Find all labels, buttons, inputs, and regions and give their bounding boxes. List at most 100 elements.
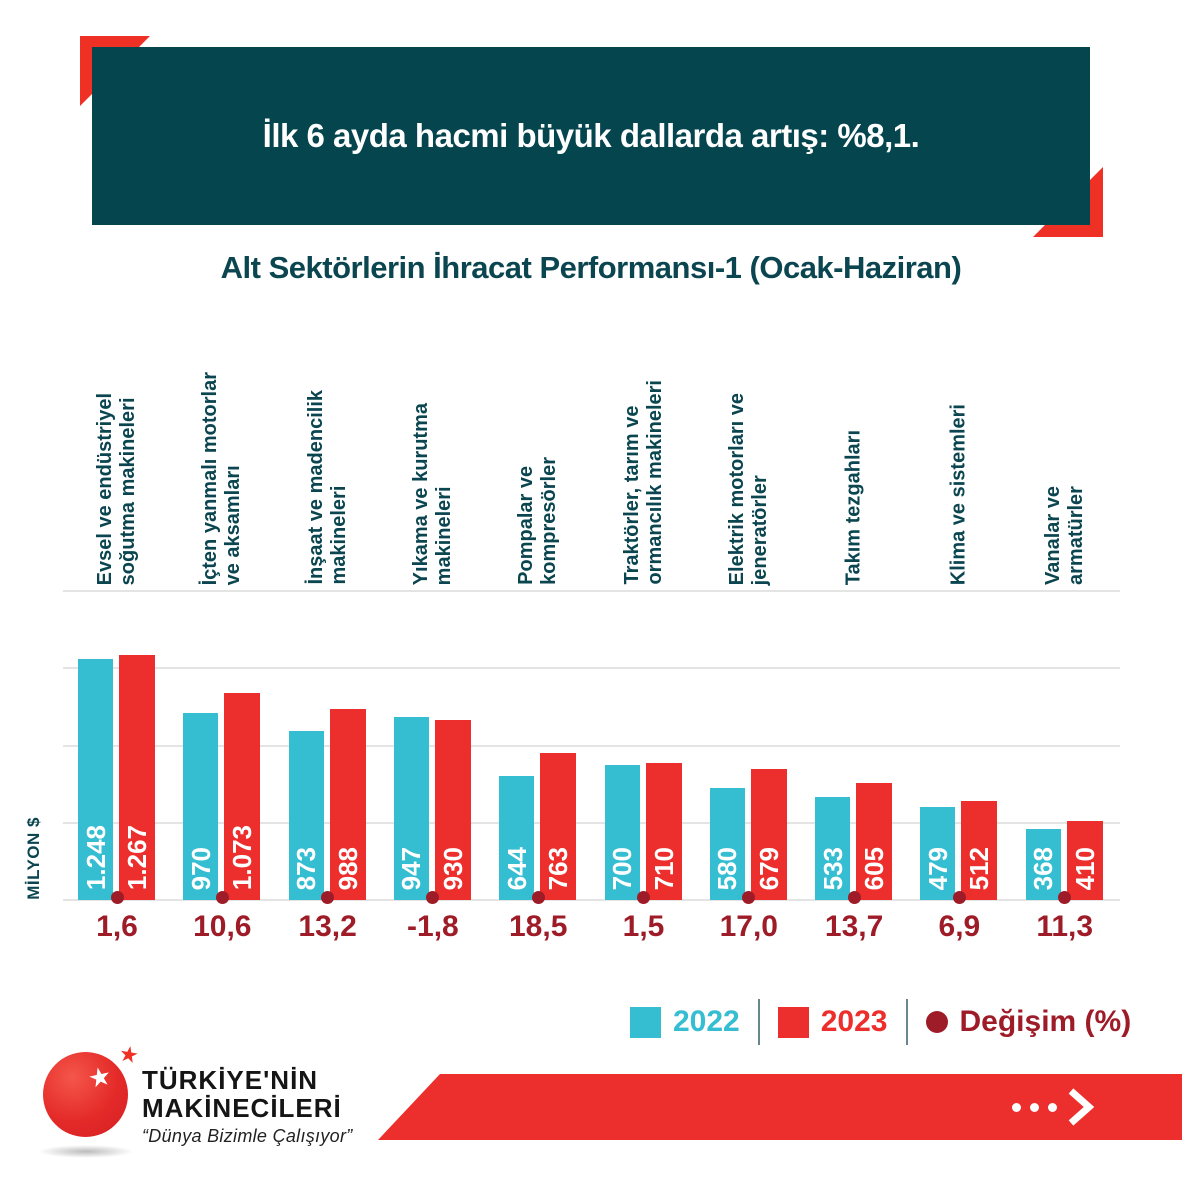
brand-name-line2: MAKİNECİLERİ bbox=[142, 1093, 342, 1123]
bar-value-label: 1.073 bbox=[227, 824, 258, 890]
bar-2022: 873 bbox=[288, 731, 324, 900]
gridline bbox=[63, 744, 1120, 747]
change-dot-icon bbox=[1058, 890, 1072, 904]
legend-label-2023: 2023 bbox=[820, 1005, 888, 1038]
bar-value-label: 1.248 bbox=[80, 824, 111, 890]
bar-2022: 970 bbox=[183, 713, 219, 900]
change-percent-label: 11,3 bbox=[1036, 910, 1094, 943]
bar-value-label: 479 bbox=[922, 846, 953, 890]
bar-2023: 1.267 bbox=[119, 655, 155, 900]
bar-value-label: 700 bbox=[607, 846, 637, 890]
category-label: İnşaat ve madencilik makineleri bbox=[304, 390, 350, 585]
bar-2022: 644 bbox=[499, 776, 535, 900]
bar-2022: 479 bbox=[920, 807, 956, 900]
bar-value-label: 873 bbox=[291, 846, 322, 890]
legend-dot-change-icon bbox=[925, 1011, 948, 1033]
legend-swatch-2023 bbox=[777, 1006, 809, 1038]
legend-label-change: Değişim (%) bbox=[959, 1005, 1132, 1038]
more-arrow-button[interactable] bbox=[1012, 1074, 1094, 1140]
gridline bbox=[63, 590, 1120, 592]
bar-value-label: 533 bbox=[817, 846, 848, 890]
bar-value-label: 605 bbox=[859, 846, 890, 890]
bar-2023: 410 bbox=[1066, 821, 1103, 900]
bar-value-label: 644 bbox=[501, 846, 532, 890]
change-dot-icon bbox=[847, 890, 861, 904]
bar-value-label: 710 bbox=[648, 846, 679, 890]
chevron-right-icon bbox=[1068, 1088, 1094, 1126]
dot-icon bbox=[1012, 1102, 1021, 1112]
bar-value-label: 512 bbox=[964, 846, 995, 890]
bar-value-label: 970 bbox=[185, 846, 216, 890]
chart-title: Alt Sektörlerin İhracat Performansı-1 (O… bbox=[220, 250, 962, 285]
bar-2023: 605 bbox=[856, 783, 893, 900]
y-axis-label: MİLYON $ bbox=[24, 817, 43, 900]
legend-item-2023: 2023 bbox=[777, 1005, 888, 1039]
category-label: Elektrik motorları ve jeneratörler bbox=[725, 392, 771, 585]
category-label: Evsel ve endüstriyel soğutma makineleri bbox=[94, 392, 139, 585]
bar-2023: 679 bbox=[750, 769, 787, 900]
change-percent-label: 10,6 bbox=[193, 910, 252, 943]
change-percent-label: 1,6 bbox=[96, 910, 138, 943]
logo-shadow bbox=[38, 1145, 134, 1158]
change-percent-label: 13,7 bbox=[824, 910, 884, 943]
legend-swatch-2022 bbox=[630, 1006, 661, 1038]
change-dot-icon bbox=[742, 890, 756, 904]
header-title: İlk 6 ayda hacmi büyük dallarda artış: %… bbox=[262, 117, 920, 154]
change-dot-icon bbox=[426, 890, 440, 904]
bar-2022: 947 bbox=[393, 717, 429, 900]
change-dot-icon bbox=[321, 890, 335, 904]
brand-name-line1: TÜRKİYE'NİN bbox=[142, 1065, 319, 1095]
legend-item-2022: 2022 bbox=[630, 1005, 740, 1039]
category-label: İçten yanmalı motorlar ve aksamları bbox=[199, 371, 245, 585]
bar-value-label: 1.267 bbox=[122, 824, 152, 890]
dot-icon bbox=[1030, 1102, 1039, 1112]
gridline bbox=[63, 667, 1120, 670]
change-dot-icon bbox=[215, 890, 229, 904]
category-label: Yıkama ve kurutma makineleri bbox=[409, 402, 455, 585]
brand-tagline: “Dünya Bizimle Çalışıyor” bbox=[142, 1126, 353, 1146]
change-dot-icon bbox=[110, 890, 124, 904]
change-dot-icon bbox=[952, 890, 966, 904]
bar-value-label: 988 bbox=[332, 846, 363, 890]
gridline bbox=[63, 899, 1120, 901]
bar-value-label: 580 bbox=[712, 846, 743, 890]
bar-2022: 700 bbox=[604, 765, 640, 900]
bar-2023: 988 bbox=[329, 709, 366, 900]
bar-2022: 533 bbox=[815, 797, 851, 900]
header-banner: İlk 6 ayda hacmi büyük dallarda artış: %… bbox=[92, 47, 1090, 225]
change-percent-label: -1,8 bbox=[407, 910, 459, 943]
bar-2023: 512 bbox=[961, 801, 998, 900]
star-icon: ★ bbox=[117, 1040, 141, 1069]
brand-logo-sphere bbox=[43, 1052, 128, 1137]
dot-icon bbox=[1048, 1102, 1057, 1112]
chart-legend: 2022 2023 Değişim (%) bbox=[630, 998, 1131, 1046]
change-percent-label: 1,5 bbox=[622, 910, 665, 943]
brand-text: TÜRKİYE'NİN MAKİNECİLERİ “Dünya Bizimle … bbox=[142, 1066, 353, 1147]
bar-value-label: 368 bbox=[1028, 846, 1059, 890]
bar-value-label: 763 bbox=[543, 846, 574, 890]
bar-2023: 763 bbox=[540, 753, 577, 900]
change-dot-icon bbox=[531, 890, 545, 904]
change-percent-label: 6,9 bbox=[938, 910, 981, 943]
bar-value-label: 679 bbox=[753, 846, 784, 890]
legend-label-2022: 2022 bbox=[673, 1005, 740, 1038]
change-percent-label: 18,5 bbox=[508, 910, 568, 943]
bar-2022: 1.248 bbox=[78, 659, 113, 900]
legend-divider bbox=[757, 999, 760, 1045]
legend-divider bbox=[905, 999, 908, 1045]
category-label: Klima ve sistemleri bbox=[947, 403, 970, 585]
bar-2023: 710 bbox=[645, 763, 682, 900]
bar-value-label: 947 bbox=[396, 846, 427, 890]
change-dot-icon bbox=[637, 890, 650, 904]
bar-2022: 580 bbox=[709, 788, 745, 900]
category-label: Vanalar ve armatürler bbox=[1041, 486, 1087, 585]
category-label: Takım tezgahları bbox=[842, 429, 865, 585]
category-label: Traktörler, tarım ve ormancılık makineler… bbox=[620, 380, 666, 585]
bar-2023: 1.073 bbox=[224, 693, 261, 900]
change-percent-label: 13,2 bbox=[298, 910, 357, 943]
bar-2023: 930 bbox=[434, 720, 471, 900]
gridline bbox=[63, 821, 1120, 824]
bar-value-label: 410 bbox=[1069, 846, 1100, 890]
change-percent-label: 17,0 bbox=[719, 910, 778, 943]
